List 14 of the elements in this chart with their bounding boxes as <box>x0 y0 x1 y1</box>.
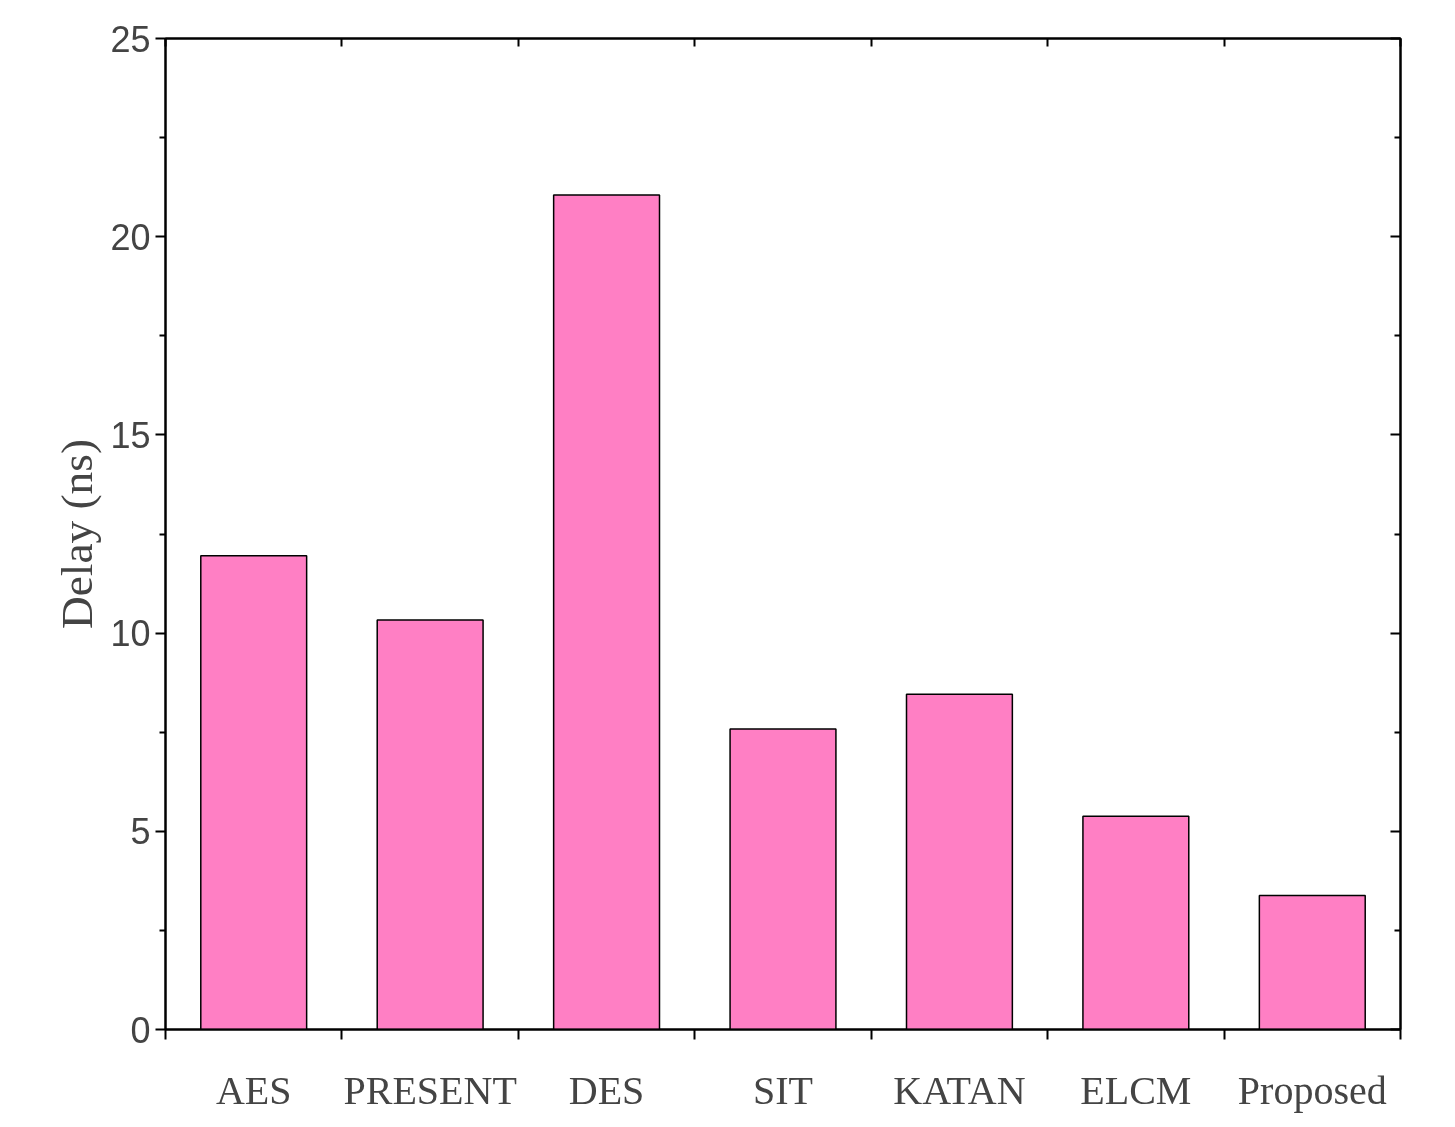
y-axis-title: Delay (ns) <box>52 438 103 630</box>
y-tick-label: 15 <box>110 414 151 456</box>
x-tick-label: AES <box>215 1067 292 1113</box>
y-tick-label: 20 <box>110 216 151 258</box>
y-tick-label: 10 <box>110 613 151 655</box>
y-tick-label: 25 <box>110 18 151 60</box>
x-tick-label: DES <box>568 1067 645 1113</box>
y-tick-label: 5 <box>130 811 151 853</box>
x-tick-label: PRESENT <box>343 1067 517 1113</box>
y-tick-label: 0 <box>130 1009 151 1051</box>
x-tick-label: ELCM <box>1080 1067 1192 1113</box>
x-tick-label: KATAN <box>893 1067 1026 1113</box>
x-tick-label: SIT <box>753 1067 813 1113</box>
x-tick-label: Proposed <box>1237 1067 1387 1113</box>
